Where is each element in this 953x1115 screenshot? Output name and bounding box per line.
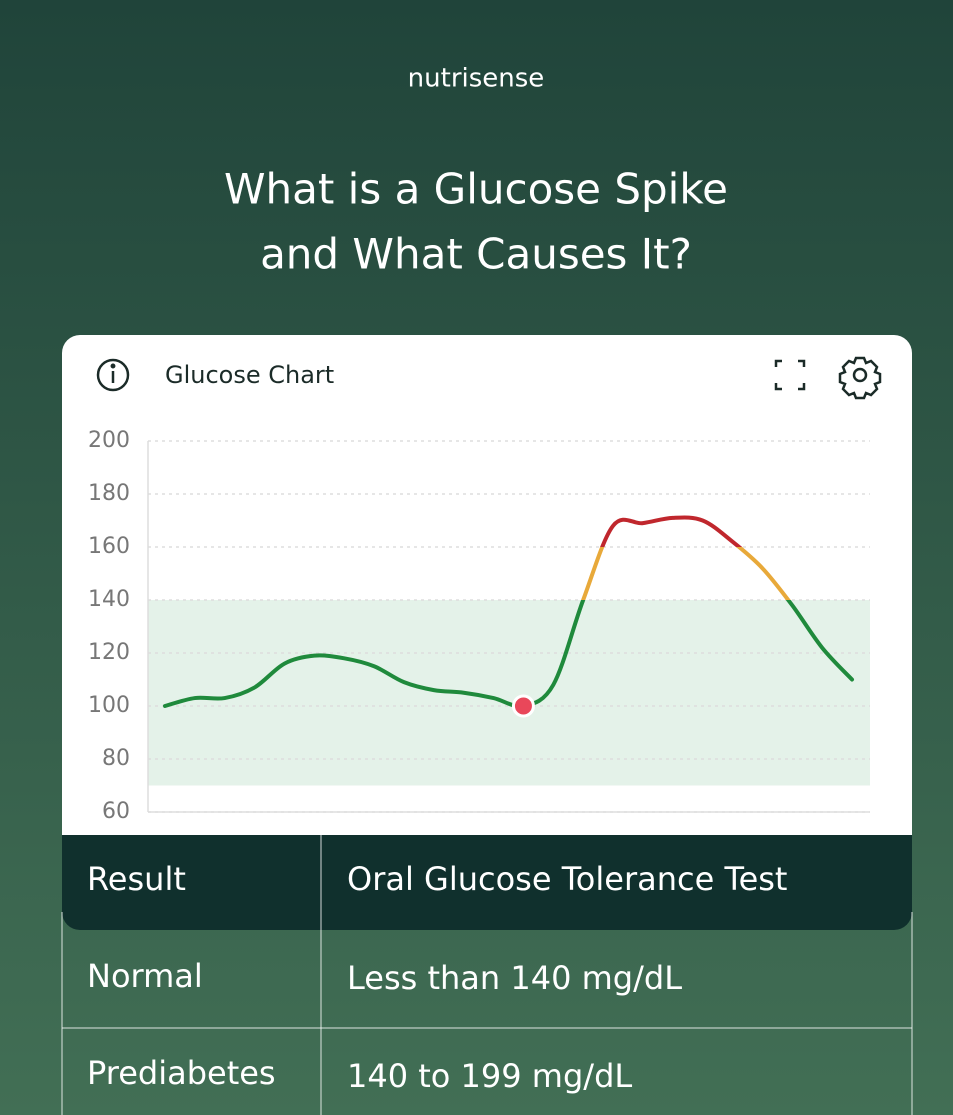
current-marker (511, 694, 535, 718)
info-icon[interactable] (96, 358, 130, 392)
y-tick-label: 140 (88, 587, 130, 612)
table-header-cell: Oral Glucose Tolerance Test (347, 860, 787, 898)
table-cell: 140 to 199 mg/dL (347, 1057, 632, 1095)
table-cell: Prediabetes (87, 1054, 276, 1092)
card-title: Glucose Chart (165, 361, 334, 389)
y-tick-label: 160 (88, 534, 130, 559)
y-tick-label: 80 (102, 746, 130, 771)
target-range (148, 600, 870, 786)
table-header (62, 835, 912, 930)
title-line: and What Causes It? (260, 230, 692, 279)
table-cell: Normal (87, 957, 203, 995)
expand-icon[interactable] (774, 359, 806, 391)
brand: nutrisense (408, 64, 545, 94)
y-tick-label: 60 (102, 799, 130, 824)
table-cell: Less than 140 mg/dL (347, 959, 682, 997)
y-tick-label: 180 (88, 481, 130, 506)
table-header-cell: Result (87, 860, 186, 898)
y-tick-label: 200 (88, 428, 130, 453)
table-lines (61, 835, 913, 1115)
y-tick-label: 120 (88, 640, 130, 665)
y-tick-label: 100 (88, 693, 130, 718)
settings-icon[interactable] (838, 356, 882, 400)
title-line: What is a Glucose Spike (224, 165, 728, 214)
